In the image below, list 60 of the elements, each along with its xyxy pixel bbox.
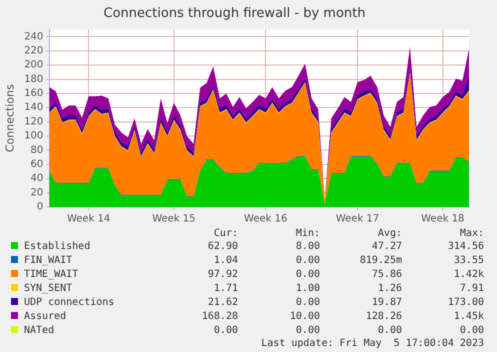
text: Last update: Fri May 5 17:00:04 2023 [260, 338, 485, 350]
text: 0.00 [212, 324, 239, 338]
y-axis-title: Connections [3, 84, 16, 152]
y-tick-label: 140 [24, 102, 44, 114]
text: Avg: [376, 228, 403, 240]
x-tick-label: Week 15 [152, 214, 196, 225]
text: 819.25m [358, 254, 403, 268]
legend-label: NATed [23, 324, 56, 338]
legend-label: UDP connections [23, 296, 116, 310]
y-tick-label: 40 [30, 173, 44, 184]
text: 21.62 [206, 296, 239, 310]
text: Min: [294, 228, 321, 240]
y-tick-label: 0 [36, 202, 44, 213]
y-tick-label: 220 [24, 45, 44, 56]
x-tick-label: Week 16 [244, 214, 288, 225]
text: 33.55 [452, 254, 485, 268]
y-tick-label: 240 [24, 31, 44, 42]
legend-label: FIN_WAIT [23, 254, 74, 268]
text: 7.91 [458, 282, 485, 296]
x-tick-label: Week 14 [66, 214, 110, 225]
text: 1.45k [452, 310, 485, 324]
text: 0.00 [294, 254, 321, 268]
y-tick-label: 60 [30, 159, 44, 170]
y-tick-label: 120 [24, 116, 44, 128]
text: 1.42k [452, 268, 485, 282]
legend-label: TIME_WAIT [23, 268, 80, 282]
legend-label: Assured [23, 310, 68, 324]
text: 0.00 [294, 296, 321, 310]
y-tick-label: 80 [30, 144, 44, 156]
text: 0.00 [458, 324, 485, 338]
text: 0.00 [376, 324, 403, 338]
text: 168.28 [200, 310, 239, 324]
y-tick-label: 20 [30, 187, 44, 198]
text: 1.00 [294, 282, 321, 296]
text: 173.00 [446, 296, 485, 310]
x-tick-label: Week 17 [336, 214, 380, 225]
text: 62.90 [206, 240, 239, 254]
text: 97.92 [206, 268, 239, 282]
text: 1.26 [376, 282, 403, 296]
text: 10.00 [288, 310, 321, 324]
text: 128.26 [364, 310, 403, 324]
legend-label: Established [23, 240, 92, 254]
text: 0.00 [294, 268, 321, 282]
text: 1.71 [212, 282, 239, 296]
y-tick-label: 180 [24, 74, 44, 85]
y-tick-label: 100 [24, 130, 44, 142]
text: Max: [458, 228, 485, 240]
x-tick-label: Week 18 [421, 214, 464, 225]
chart-title: Connections through firewall - by month [104, 6, 366, 22]
legend-label: SYN_SENT [23, 282, 74, 296]
text: 8.00 [294, 240, 321, 254]
y-tick-label: 160 [24, 88, 44, 100]
text: 75.86 [370, 268, 403, 282]
text: 314.56 [446, 240, 485, 254]
text: Cur: [212, 228, 239, 240]
text: 1.04 [212, 254, 239, 268]
text: 47.27 [370, 240, 403, 254]
text: 19.87 [370, 296, 403, 310]
y-tick-label: 200 [24, 60, 44, 71]
text: 0.00 [294, 324, 321, 338]
